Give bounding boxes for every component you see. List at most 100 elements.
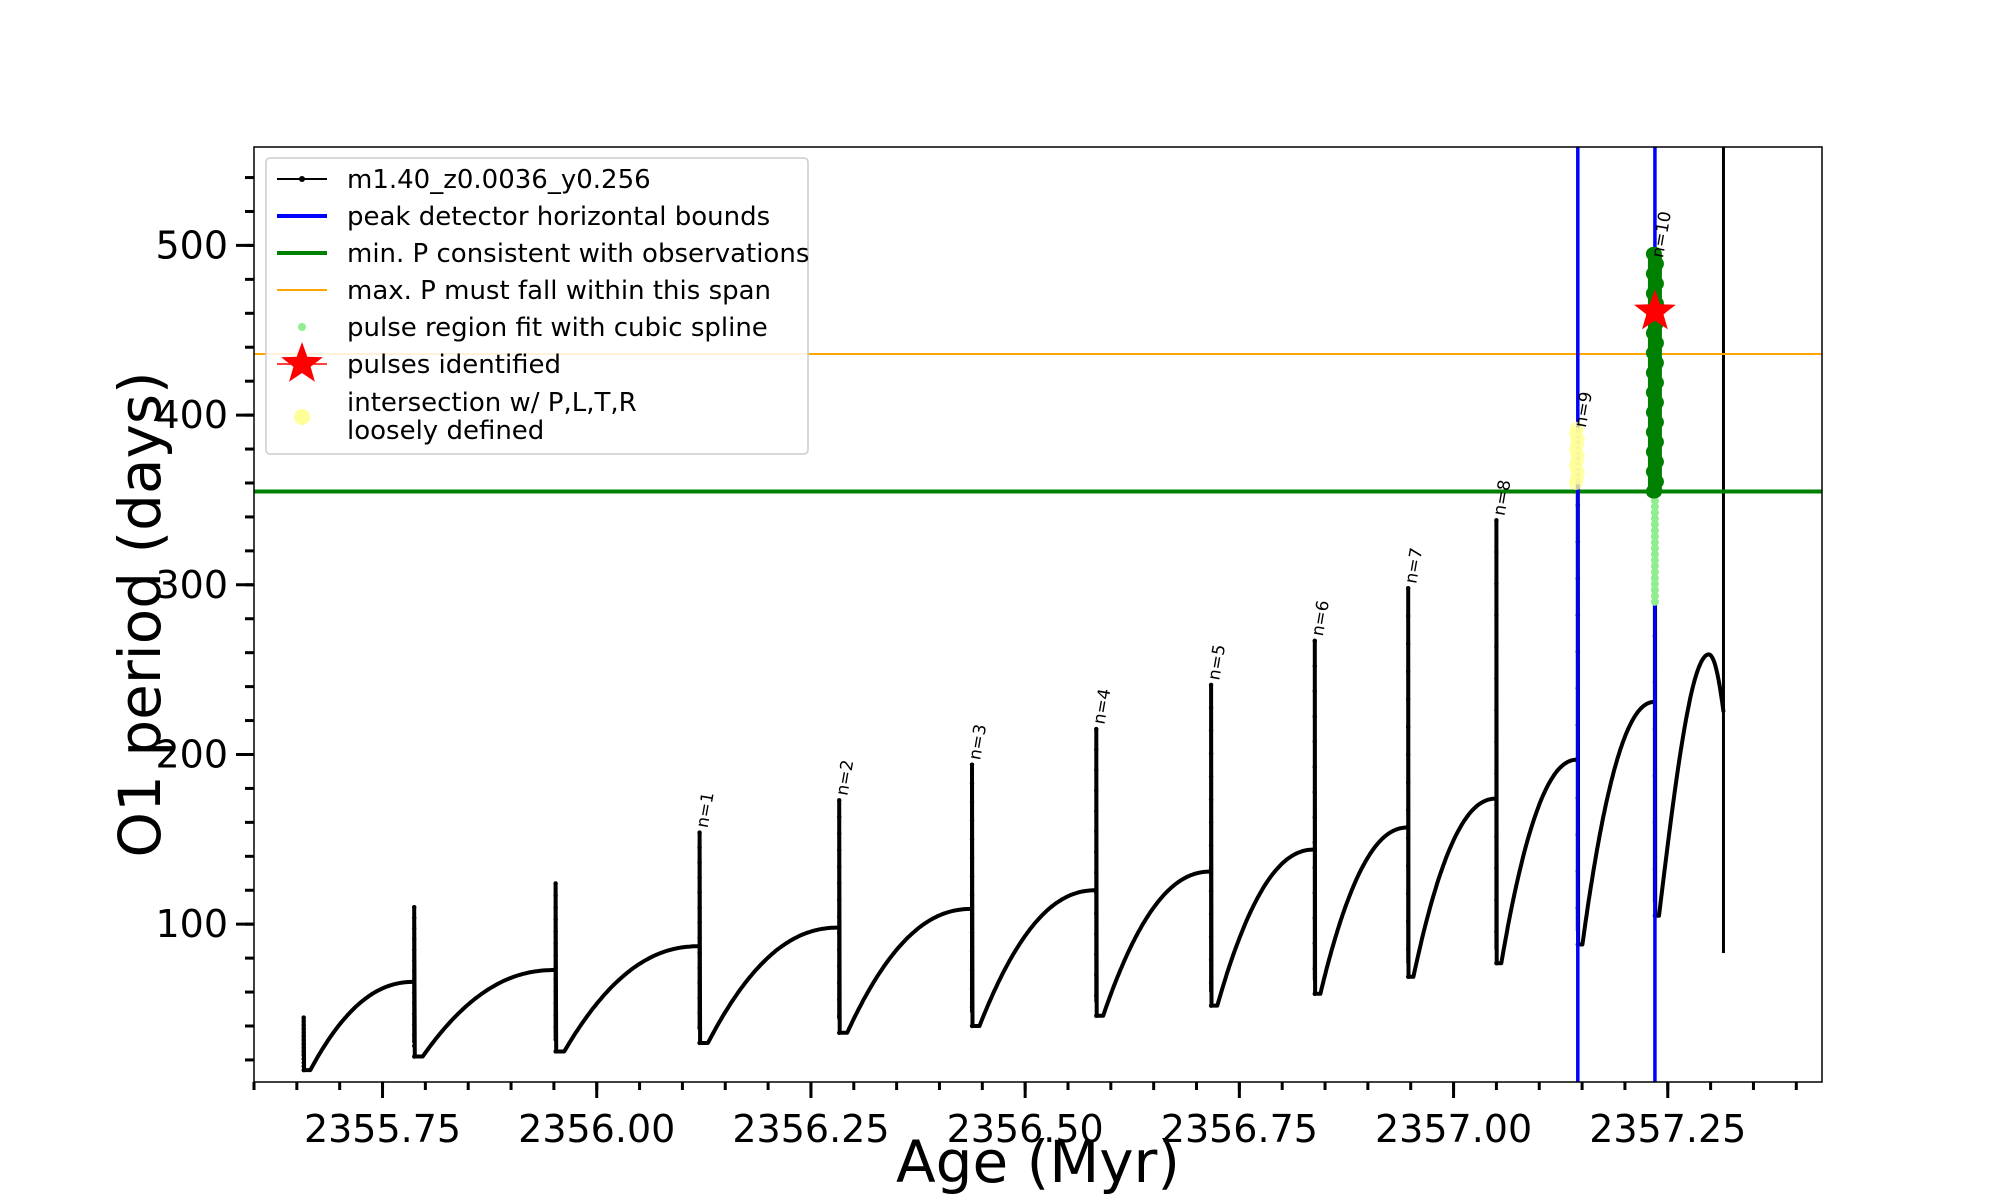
series-point [1494,961,1499,966]
series-point [412,979,417,985]
legend-box [265,157,809,455]
series-point [1094,870,1099,875]
series-point [1208,774,1214,779]
x-tick-label: 2357.00 [1375,1107,1532,1151]
series-point [969,1005,975,1010]
series-point [412,1033,417,1038]
pulse-identified-star [1634,289,1676,330]
series-point [1312,890,1317,896]
pulse-label: n=7 [1401,546,1427,585]
spline-fit-point [1650,496,1659,505]
y-tick-label: 200 [155,732,228,776]
series-point [1405,613,1411,619]
series-line-segment [837,798,973,1035]
legend-label: m1.40_z0.0036_y0.256 [347,165,651,195]
series-point [969,949,975,954]
series-point [697,905,702,910]
spline-fit-point [1650,520,1659,529]
series-point [553,941,558,946]
legend-label: peak detector horizontal bounds [347,202,770,232]
series-point [1094,1013,1099,1019]
spline-fit-point [1650,544,1659,553]
series-point [1208,934,1214,940]
series-point [1312,764,1317,770]
series-point [969,762,975,767]
pulse-label: n=5 [1204,643,1230,682]
series-point [837,847,842,853]
series-point [1405,863,1411,868]
series-line-segment [1575,430,1656,947]
series-point [697,950,702,955]
series-point [969,855,975,861]
spline-fit-point [1650,579,1659,588]
spline-fit-point [1650,508,1659,517]
series-point [412,1043,417,1049]
x-axis-title: Age (Myr) [896,1128,1180,1196]
series-point [553,881,558,886]
series-point [1494,897,1499,903]
series-point [1494,644,1499,650]
series-point [553,1025,558,1030]
series-point [1094,788,1099,793]
series-point [553,989,558,994]
series-point [301,1026,306,1031]
series-point [837,814,842,820]
spline-fit-point [1650,591,1659,600]
series-point [1208,797,1214,802]
series-line-segment [1094,727,1212,1018]
series-point [1094,726,1099,732]
legend-label-continued: loosely defined [347,416,544,446]
series-point [1494,739,1499,744]
series-point [697,830,702,835]
pulse-label: n=6 [1308,599,1334,638]
series-point [553,929,558,934]
series-point [969,874,975,879]
series-point [1312,915,1317,921]
series-line-segment [1312,638,1409,996]
series-point [301,1030,306,1035]
series-point [837,997,842,1002]
x-tick-label: 2357.25 [1589,1107,1746,1151]
series-point [301,1067,306,1073]
series-point [1094,972,1099,978]
series-point [1405,891,1411,896]
series-point [1405,752,1411,757]
series-point [1094,890,1099,896]
series-point [301,1060,306,1065]
legend-swatch-star [281,342,323,382]
series-point [697,920,702,925]
spline-fit-point [1650,532,1659,541]
series-line-segment [1494,518,1579,966]
series-point [969,781,975,786]
series-point [553,893,558,898]
series-point [1494,581,1499,586]
spline-fit-point [1650,556,1659,565]
pulse-label: n=1 [693,791,719,830]
series-point [697,1040,702,1046]
legend-label: pulses identified [347,350,561,380]
spline-fit-point [1650,597,1659,606]
series-point [412,1011,417,1017]
series-point [1405,780,1411,785]
series-point [1094,808,1099,814]
series-point [1405,697,1411,702]
series-point [697,995,702,1001]
series-point [1312,663,1317,669]
series-point [1208,888,1214,894]
series-point [1208,705,1214,711]
series-point [1405,974,1411,979]
series-point [1208,728,1214,733]
spline-fit-point [1650,502,1659,511]
series-point [553,1049,558,1054]
spline-consistent-point [1645,246,1660,261]
series-line-segment [1652,260,1726,918]
series-point [1312,689,1317,694]
series-point [837,881,842,886]
legend-label: pulse region fit with cubic spline [347,313,768,343]
y-tick-label: 300 [155,563,228,607]
series-point [1094,829,1099,834]
pulse-label: n=4 [1089,687,1115,726]
series-point [1208,843,1214,848]
